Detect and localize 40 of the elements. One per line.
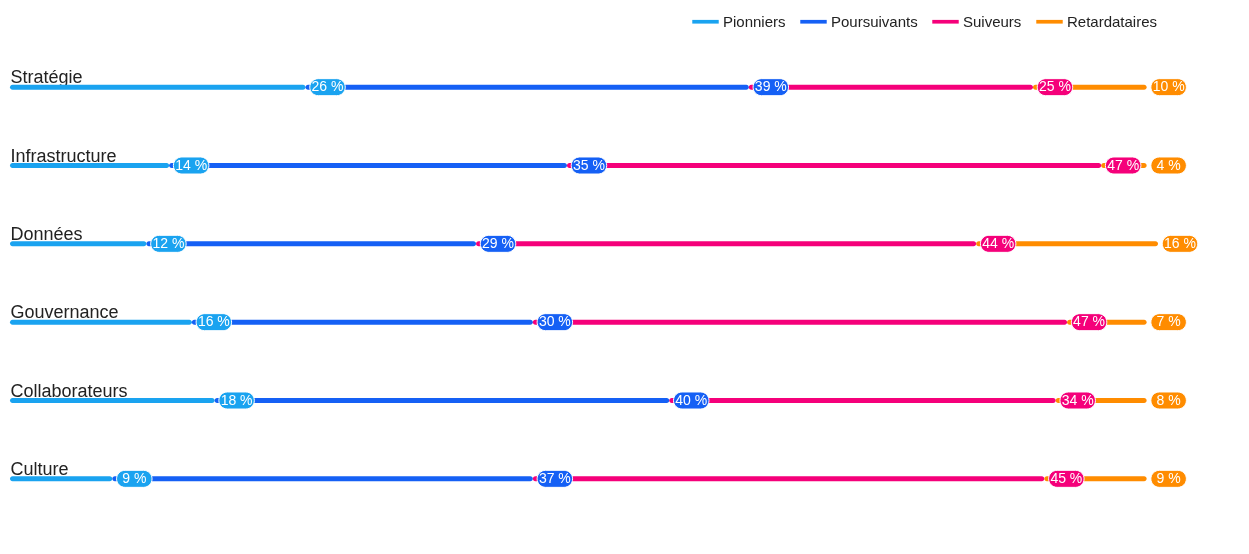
data-label: 16 % — [197, 313, 230, 330]
data-label: 8 % — [1156, 391, 1181, 408]
y-tick-label: Stratégie — [10, 67, 83, 88]
data-label: 10 % — [1152, 78, 1185, 95]
data-label: 25 % — [1039, 78, 1071, 95]
bar — [10, 476, 113, 482]
data-label: 47 % — [1107, 156, 1140, 173]
bar — [10, 163, 170, 168]
data-label: 12 % — [152, 234, 185, 251]
data-label: 30 % — [538, 313, 571, 330]
legend-label: Poursuivants — [831, 12, 918, 30]
y-tick-label: Infrastructure — [10, 145, 117, 166]
data-label: 39 % — [754, 78, 787, 95]
y-tick-label: Gouvernance — [10, 302, 119, 323]
data-label: 14 % — [175, 156, 208, 173]
data-label: 34 % — [1061, 391, 1094, 408]
data-label: 45 % — [1050, 469, 1083, 486]
y-tick-label: Culture — [10, 458, 69, 479]
bar — [10, 398, 215, 403]
bar — [10, 319, 192, 325]
data-label: 37 % — [538, 469, 571, 486]
y-tick-label: Collaborateurs — [10, 380, 128, 401]
legend-label: Retardataires — [1067, 12, 1158, 30]
data-label: 16 % — [1164, 234, 1196, 251]
data-label: 29 % — [482, 234, 514, 251]
data-label: 4 % — [1156, 156, 1181, 173]
data-label: 40 % — [675, 391, 708, 408]
data-label: 44 % — [982, 234, 1015, 251]
bar — [10, 84, 306, 90]
data-label: 26 % — [311, 78, 344, 95]
data-label: 9 % — [1156, 469, 1181, 486]
data-label: 47 % — [1073, 313, 1106, 330]
data-label: 9 % — [122, 469, 147, 486]
data-label: 18 % — [220, 391, 253, 408]
y-tick-label: Données — [10, 223, 83, 244]
data-label: 35 % — [572, 156, 605, 173]
legend-label: Pionniers — [723, 12, 786, 30]
data-label: 7 % — [1156, 313, 1181, 330]
legend-label: Suiveurs — [963, 12, 1022, 30]
bar — [10, 241, 147, 247]
